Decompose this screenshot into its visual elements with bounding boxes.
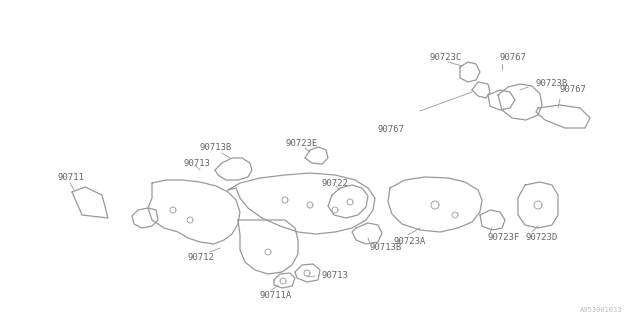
Text: 90723E: 90723E bbox=[285, 139, 317, 148]
Text: A953001033: A953001033 bbox=[579, 307, 622, 313]
Text: 90713B: 90713B bbox=[200, 142, 232, 151]
Text: 90723B: 90723B bbox=[535, 78, 567, 87]
Text: 90713: 90713 bbox=[183, 158, 210, 167]
Text: 90723D: 90723D bbox=[526, 234, 558, 243]
Text: 90711: 90711 bbox=[58, 173, 85, 182]
Text: 90712: 90712 bbox=[188, 253, 215, 262]
Text: 90723F: 90723F bbox=[488, 234, 520, 243]
Text: 90723C: 90723C bbox=[430, 53, 462, 62]
Text: 90723A: 90723A bbox=[393, 237, 425, 246]
Text: 90713B: 90713B bbox=[370, 244, 403, 252]
Text: 90767: 90767 bbox=[500, 53, 527, 62]
Text: 90711A: 90711A bbox=[260, 291, 292, 300]
Text: 90767: 90767 bbox=[560, 85, 587, 94]
Text: 90713: 90713 bbox=[321, 270, 348, 279]
Text: 90722: 90722 bbox=[322, 179, 349, 188]
Text: 90767: 90767 bbox=[378, 125, 405, 134]
